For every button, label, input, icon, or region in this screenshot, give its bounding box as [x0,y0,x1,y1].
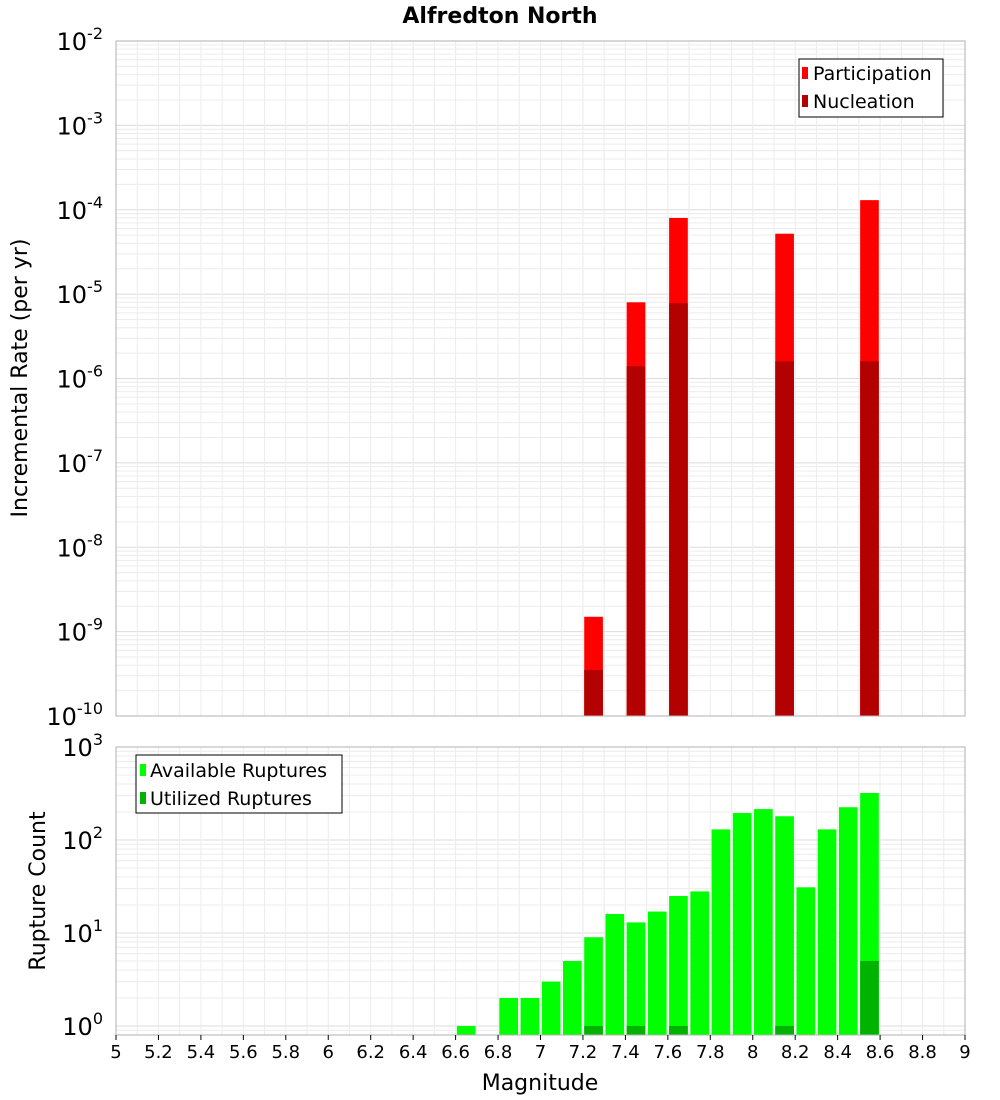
rate-y-tick-label: 10-2 [57,24,104,56]
bar-available [520,997,540,1035]
count-x-tick-label: 6.8 [484,1042,513,1063]
count-x-tick-label: 5.6 [229,1042,258,1063]
count-x-tick-label: 5.8 [271,1042,300,1063]
rate-y-ticks: 10-10 10-9 10-8 10-7 10-6 10-5 10-4 10-3 10-2 [46,24,103,731]
bar-available [669,895,688,1035]
rate-panel: 10-10 10-9 10-8 10-7 10-6 10-5 10-4 10-3 10-2 In… [8,24,966,731]
bar-available [626,922,646,1035]
count-x-tick-label: 9 [959,1042,970,1063]
legend-label-utilized: Utilized Ruptures [150,788,312,810]
count-y-ticks: 100 101 102 103 [62,730,103,1041]
legend-label-nucleation: Nucleation [813,91,915,113]
bar-nucleation [584,670,603,716]
count-x-tick-label: 8.4 [823,1042,852,1063]
legend-swatch-available [140,764,146,776]
legend-label-available: Available Ruptures [150,760,327,782]
bar-available [711,829,731,1035]
bar-nucleation [669,303,688,716]
rate-y-tick-label: 10-4 [57,193,104,225]
bar-utilized [626,1025,646,1035]
rate-bars [584,200,879,716]
bar-utilized [669,1025,688,1035]
count-y-tick-label: 102 [62,823,103,855]
count-y-axis-label: Rupture Count [26,811,51,971]
count-x-tick-label: 7 [535,1042,546,1063]
count-x-tick-label: 7.4 [611,1042,640,1063]
bar-available [499,997,519,1035]
legend-swatch-nucleation [802,95,808,107]
rate-y-tick-label: 10-9 [57,615,104,647]
bar-available [584,937,603,1035]
count-x-tick-label: 8.2 [781,1042,810,1063]
rate-y-tick-label: 10-3 [57,108,104,140]
rate-legend-box [798,58,944,118]
legend-swatch-utilized [140,792,146,804]
bar-nucleation [860,361,879,716]
count-x-tick-label: 5.4 [187,1042,216,1063]
bar-utilized [860,960,879,1035]
rate-y-tick-label: 10-7 [57,446,104,478]
bar-utilized [775,1025,794,1035]
rate-plot-frame [115,40,966,717]
chart-title: Alfredton North [402,4,597,29]
bar-available [732,813,752,1035]
bar-available [605,914,625,1035]
rate-y-tick-label: 10-10 [46,699,103,731]
legend-label-participation: Participation [813,63,932,85]
bar-available [796,887,816,1035]
count-x-tick-label: 6.4 [399,1042,428,1063]
count-x-tick-label: 8.8 [908,1042,937,1063]
bar-nucleation [626,366,646,716]
bar-available [754,809,773,1035]
count-x-ticks: 5 5.2 5.4 5.6 5.8 6 6.2 6.4 6.6 6.8 7 7.2 7.4 7.6 7.8 8… [110,1035,971,1063]
count-legend-box [135,754,343,814]
count-x-tick-label: 5.2 [144,1042,173,1063]
count-bars [456,793,879,1035]
count-x-tick-label: 6.2 [356,1042,385,1063]
rate-grid [115,41,966,717]
count-y-tick-label: 101 [62,916,103,948]
rate-legend: Participation Nucleation [798,58,944,118]
count-x-axis-label: Magnitude [482,1071,599,1096]
count-x-tick-label: 7.8 [696,1042,725,1063]
rate-y-tick-label: 10-6 [57,362,104,394]
bar-available [647,911,667,1035]
count-x-tick-label: 7.6 [654,1042,683,1063]
bar-nucleation [775,361,794,716]
bar-available [562,960,582,1035]
count-y-tick-label: 103 [62,730,103,762]
bar-available [456,1025,476,1035]
rate-y-tick-label: 10-5 [57,277,104,309]
count-x-tick-label: 8.6 [866,1042,895,1063]
count-x-tick-label: 8 [747,1042,758,1063]
bar-available [838,807,858,1035]
rate-y-tick-label: 10-8 [57,530,104,562]
count-panel: 100 101 102 103 5 5.2 5.4 5.6 5.8 6 6.2 6.4 6.6 6.8 7… [26,730,971,1096]
rate-y-axis-label: Incremental Rate (per yr) [8,239,33,518]
count-x-tick-label: 6 [323,1042,334,1063]
bar-utilized [584,1025,603,1035]
count-x-tick-label: 6.6 [441,1042,470,1063]
bar-available [541,981,561,1035]
count-x-tick-label: 5 [110,1042,121,1063]
bar-available [775,816,794,1035]
bar-available [817,829,837,1035]
count-y-tick-label: 100 [62,1009,103,1041]
legend-swatch-participation [802,67,808,79]
count-legend: Available Ruptures Utilized Ruptures [135,754,343,814]
bar-available [690,891,710,1035]
count-x-tick-label: 7.2 [569,1042,598,1063]
